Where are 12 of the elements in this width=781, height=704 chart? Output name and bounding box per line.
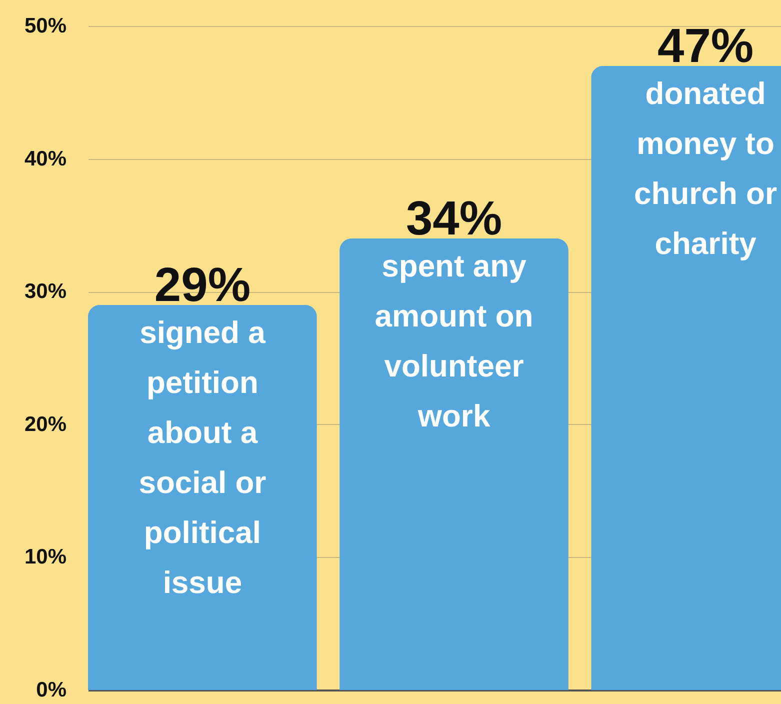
data-label: 29% (154, 258, 250, 312)
data-label: 47% (658, 20, 754, 73)
y-tick-label: 0% (36, 678, 67, 702)
y-tick-label: 10% (24, 546, 67, 569)
y-tick-label: 50% (24, 14, 67, 38)
y-tick-label: 40% (24, 147, 67, 170)
x-tick-label: spent any amount on volunteer work (374, 248, 534, 434)
y-tick-label: 30% (24, 280, 67, 304)
x-tick-label: signed a petition about a social or political issue (138, 314, 266, 600)
data-label: 34% (406, 192, 502, 246)
y-tick-label: 20% (24, 412, 67, 436)
x-tick-label: donated money to church or charity (634, 76, 778, 261)
